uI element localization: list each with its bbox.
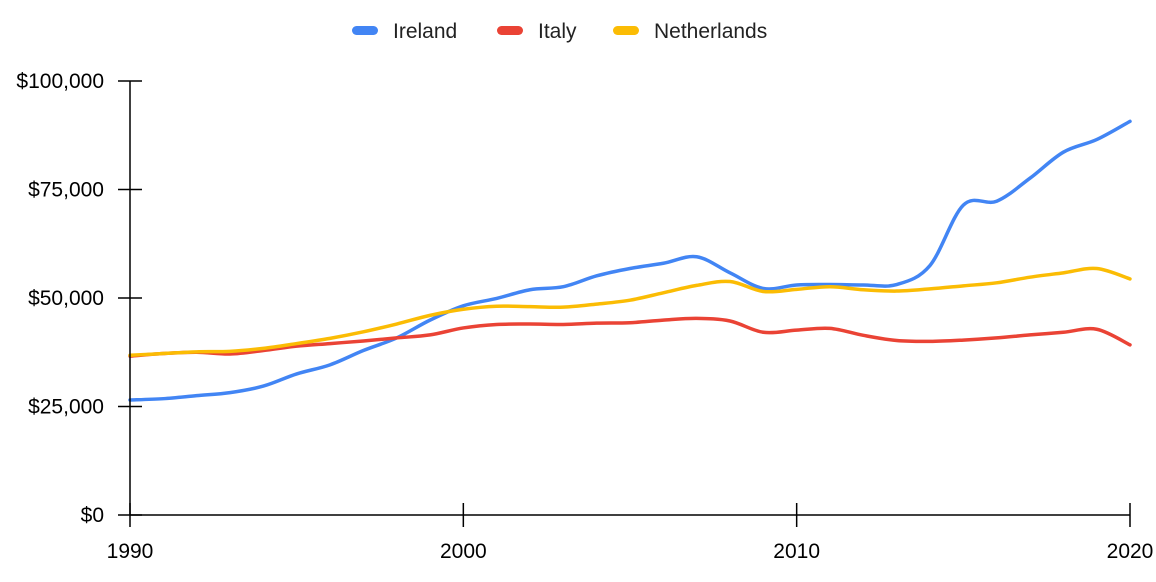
legend-swatch	[613, 26, 639, 35]
x-tick-label: 2010	[773, 540, 820, 563]
legend-label: Italy	[538, 20, 577, 43]
legend-item-ireland[interactable]: Ireland	[352, 20, 457, 43]
y-tick-label: $75,000	[28, 179, 104, 202]
legend: Ireland Italy Netherlands	[352, 20, 767, 43]
legend-item-netherlands[interactable]: Netherlands	[613, 20, 767, 43]
x-tick-label: 1990	[107, 540, 154, 563]
y-tick-label: $50,000	[28, 287, 104, 310]
legend-label: Netherlands	[654, 20, 767, 43]
axes: $0 $25,000 $50,000 $75,000 $100,000 1990 2000 2…	[16, 70, 1153, 563]
y-tick-label: $25,000	[28, 396, 104, 419]
y-tick-label: $100,000	[16, 70, 104, 93]
x-tick-label: 2020	[1107, 540, 1154, 563]
legend-label: Ireland	[393, 20, 457, 43]
legend-item-italy[interactable]: Italy	[497, 20, 577, 43]
series-line-italy	[128, 316, 1132, 358]
legend-swatch	[497, 26, 523, 35]
legend-swatch	[352, 26, 378, 35]
series-layer	[128, 119, 1132, 402]
x-tick-label: 2000	[440, 540, 487, 563]
y-tick-label: $0	[81, 504, 104, 527]
series-line-netherlands	[128, 266, 1132, 358]
series-line-ireland	[128, 119, 1132, 402]
